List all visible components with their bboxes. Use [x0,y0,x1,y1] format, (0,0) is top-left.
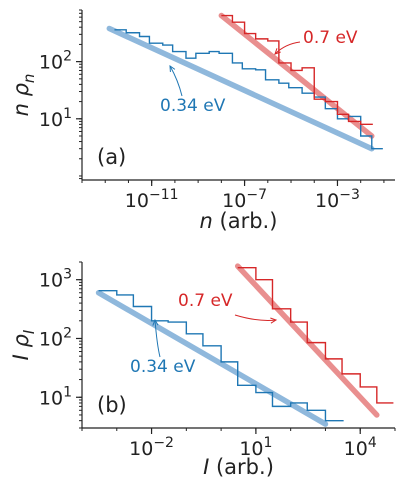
fit-line-blue [95,289,329,427]
x-axis-label: I (arb.) [203,455,274,479]
annotation-arrowhead [169,65,176,73]
annotation-034-ev: 0.34 eV [160,96,226,116]
x-tick-label: 104 [344,435,377,460]
annotation-07-ev: 0.7 eV [303,28,358,48]
x-tick-label: 10−11 [125,187,179,212]
annotation-arrowhead [152,318,159,326]
panel-a: 10−11 10−7 10−3 101 102 n (arb.) n ρn (a) 0.34 e… [9,9,395,233]
y-axis-label: I ρI [9,329,38,360]
x-tick-label: 10−7 [222,187,267,212]
histogram-series-red [237,266,394,404]
annotation-arrowhead [270,317,278,324]
annotation-07-ev: 0.7 eV [178,291,233,311]
panel-label: (b) [97,393,127,417]
y-axis-label: n ρn [9,74,38,117]
y-tick-label: 101 [39,106,72,131]
fit-line-red [218,12,375,139]
y-tick-label: 101 [39,384,72,409]
annotation-arrowhead [274,48,281,55]
annotation-arrow [274,41,301,55]
histogram-series-blue [98,289,344,422]
annotation-arrow [154,319,161,358]
panel-label: (a) [97,145,126,169]
annotation-arrow [234,314,277,321]
x-tick-label: 10−2 [129,435,174,460]
x-axis-label: n (arb.) [200,209,278,233]
y-tick-label: 102 [39,325,72,350]
fit-line-blue [106,25,375,152]
annotation-034-ev: 0.34 eV [130,357,196,377]
panel-b: 10−2 101 104 101 102 103 I (arb.) I ρI (b)0.34 e… [9,261,396,479]
y-tick-label: 102 [39,49,72,74]
annotation-arrow [169,65,183,97]
x-tick-label: 101 [239,435,272,460]
y-tick-label: 103 [39,267,72,292]
x-tick-label: 10−3 [315,187,360,212]
histogram-series-red [221,14,373,126]
